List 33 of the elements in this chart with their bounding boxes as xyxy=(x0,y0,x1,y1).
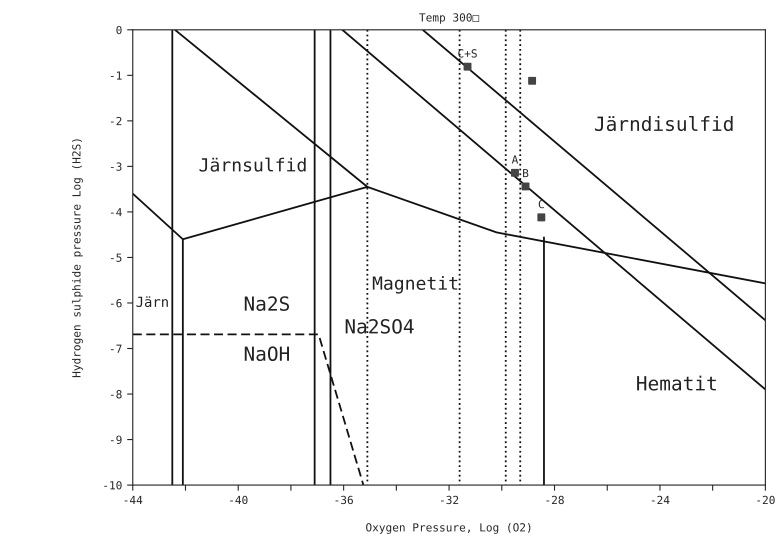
annotation: Hematit xyxy=(637,376,716,391)
y-tick-label: -8 xyxy=(110,390,122,398)
annotation: Järn xyxy=(136,296,168,308)
annotation: Na2SO4 xyxy=(346,319,414,334)
x-tick-label: -20 xyxy=(757,496,775,504)
y-tick-label: 0 xyxy=(116,26,122,34)
y-axis-title: Hydrogen sulphide pressure Log (H2S) xyxy=(72,139,83,378)
annotation: Na2S xyxy=(244,296,290,311)
y-tick-label: -4 xyxy=(110,208,122,216)
annotation: A xyxy=(512,155,518,164)
x-tick-label: -24 xyxy=(652,496,670,504)
y-tick-label: -7 xyxy=(110,344,122,353)
y-tick-label: -10 xyxy=(104,481,122,490)
y-tick-label: -3 xyxy=(110,162,122,171)
x-tick-label: -40 xyxy=(230,496,248,504)
y-tick-label: -2 xyxy=(110,116,122,126)
y-tick-label: -1 xyxy=(110,71,122,80)
annotation: Järndisulfid xyxy=(594,116,733,132)
y-tick-label: -9 xyxy=(110,436,122,444)
x-tick-label: -32 xyxy=(440,496,458,504)
annotation: C xyxy=(538,200,544,208)
annotation: NaOH xyxy=(244,346,289,362)
x-axis-title: Oxygen Pressure, Log (O2) xyxy=(366,522,530,534)
y-tick-label: -6 xyxy=(110,298,122,308)
x-tick-label: -36 xyxy=(336,496,353,504)
annotation: Järnsulfid xyxy=(200,158,306,172)
x-tick-label: -28 xyxy=(546,496,564,504)
annotation: C+S xyxy=(458,49,477,58)
y-tick-label: -5 xyxy=(110,254,122,262)
chart-title: Temp 300□ xyxy=(419,13,480,24)
x-tick-label: -44 xyxy=(124,496,142,504)
annotation: Magnetit xyxy=(372,276,458,294)
annotation: B xyxy=(523,169,528,178)
